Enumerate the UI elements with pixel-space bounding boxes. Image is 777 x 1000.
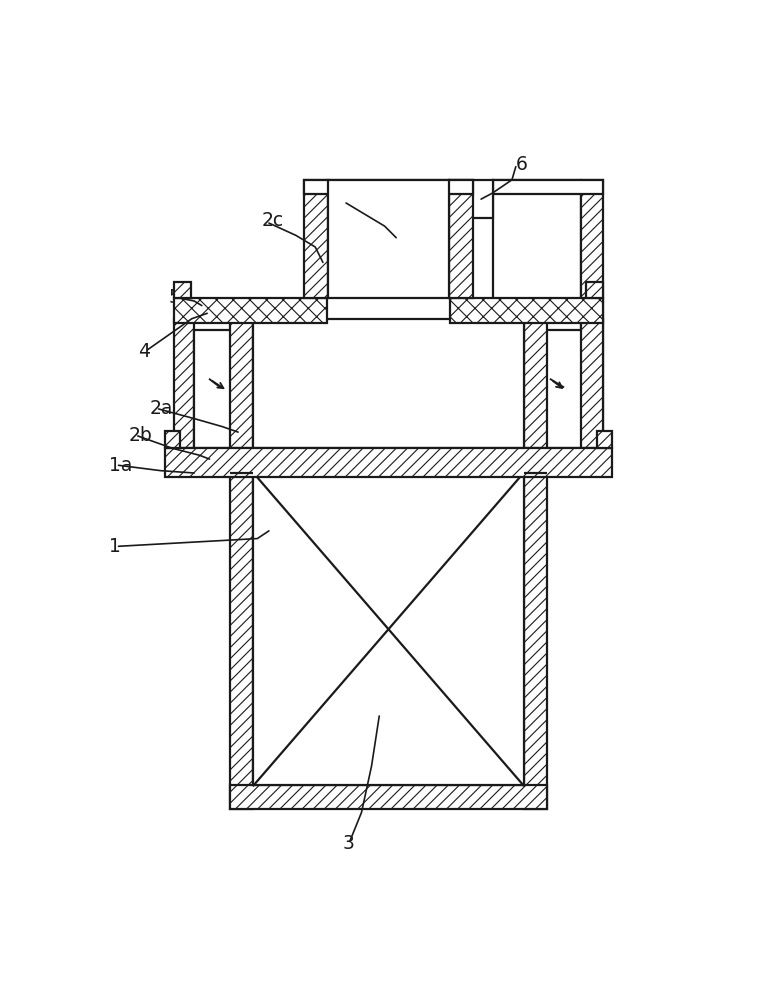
Text: 2a: 2a xyxy=(149,399,172,418)
Bar xyxy=(524,319,547,448)
Bar xyxy=(581,180,603,448)
Text: 3: 3 xyxy=(342,834,354,853)
Bar xyxy=(493,180,581,448)
Bar xyxy=(304,180,473,194)
Bar xyxy=(174,319,194,448)
Bar xyxy=(586,282,603,298)
Bar xyxy=(230,785,547,809)
Text: 2c: 2c xyxy=(261,211,284,230)
Bar xyxy=(174,282,191,298)
Bar xyxy=(253,319,524,448)
Text: 1a: 1a xyxy=(110,456,133,475)
Bar xyxy=(448,180,493,218)
Bar xyxy=(545,330,583,448)
Bar xyxy=(174,298,327,323)
Bar xyxy=(448,180,473,298)
Text: 4: 4 xyxy=(138,342,150,361)
Bar xyxy=(493,180,603,194)
Bar xyxy=(597,431,612,448)
Bar xyxy=(304,180,329,298)
Bar xyxy=(165,431,180,448)
Bar xyxy=(329,180,448,298)
Bar xyxy=(165,448,612,477)
Text: 5: 5 xyxy=(169,288,180,307)
Bar xyxy=(230,473,253,809)
Bar xyxy=(524,473,547,809)
Bar xyxy=(450,298,603,323)
Text: 1: 1 xyxy=(110,537,121,556)
Bar xyxy=(230,319,253,448)
Text: 2b: 2b xyxy=(128,426,152,445)
Bar xyxy=(583,319,603,448)
Text: 2: 2 xyxy=(338,191,350,210)
Bar xyxy=(253,473,524,785)
Text: 6: 6 xyxy=(516,155,528,174)
Bar xyxy=(194,330,232,448)
